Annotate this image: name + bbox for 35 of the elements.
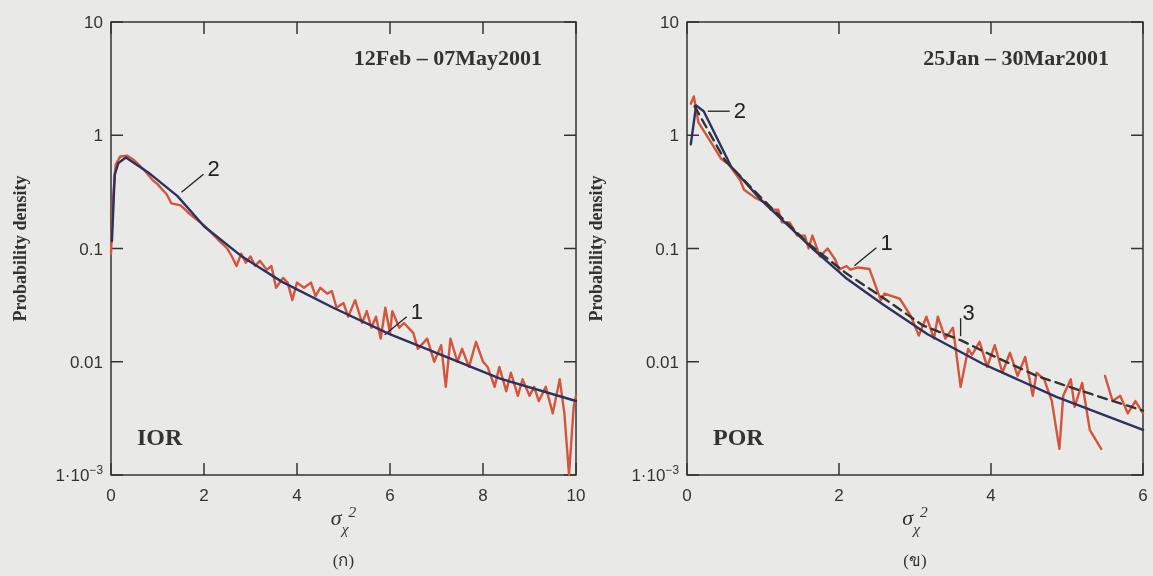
y-tick-label: 0.01 [69, 352, 103, 372]
x-tick-label: 10 [566, 486, 586, 505]
y-tick-label: 1·10$^{−3}$ [55, 463, 104, 485]
y-tick-label: 1 [669, 126, 679, 146]
y-tick-label: 10 [84, 13, 103, 32]
x-tick-label: 8 [478, 486, 488, 505]
series-label: 2 [207, 156, 220, 182]
x-tick-label: 2 [199, 486, 209, 505]
x-tick-label: 6 [385, 486, 395, 505]
text: (ก) [332, 551, 355, 570]
x-tick-label: 6 [1138, 486, 1148, 505]
y-tick-label: 10 [660, 13, 679, 32]
x-tick-label: 2 [834, 486, 844, 505]
x-tick-label: 4 [986, 486, 996, 505]
y-tick-label: 0.1 [79, 239, 103, 259]
text: (ข) [903, 551, 927, 570]
y-tick-label: 1·10$^{−3}$ [631, 463, 680, 485]
line-series [110, 156, 578, 403]
text: 25Jan – 30Mar2001 [923, 45, 1109, 70]
text: 12Feb – 07May2001 [353, 45, 542, 70]
y-axis-title: Probability density [10, 175, 30, 322]
series-label: 3 [962, 300, 975, 326]
x-tick-label: 0 [106, 486, 116, 505]
y-tick-label: 1 [93, 126, 103, 146]
y-tick-label: 0.01 [645, 352, 679, 372]
y-axis-title: Probability density [586, 175, 606, 322]
series-label: 1 [410, 298, 423, 324]
annotation: POR [713, 424, 765, 450]
y-tick-label: 0.1 [655, 239, 679, 259]
series-label: 1 [880, 229, 893, 255]
x-tick-label: 0 [682, 486, 692, 505]
x-tick-label: 4 [292, 486, 302, 505]
series-label: 2 [733, 98, 746, 124]
line-series [109, 154, 578, 477]
annotation: IOR [137, 424, 184, 450]
